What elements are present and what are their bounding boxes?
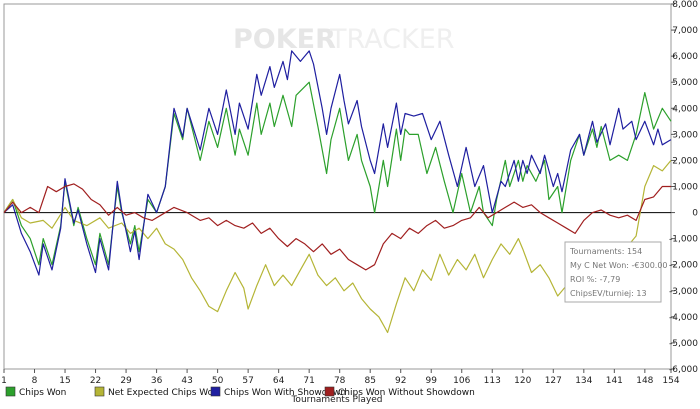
legend: Chips Won Net Expected Chips Won Chips W… — [5, 386, 475, 398]
legend-swatch-without-showdown — [324, 386, 335, 397]
x-tick-label: 8 — [32, 376, 38, 386]
y-axis: 8,000 7,000 6,000 5,000 4,000 3,000 2,000 1,000… — [669, 0, 698, 375]
y-tick-label: -6,000 — [669, 365, 698, 375]
x-tick-label: 92 — [395, 376, 406, 386]
legend-label-without-showdown: Chips Won Without Showdown — [338, 388, 475, 398]
x-axis-label: Tournaments Played — [290, 395, 382, 405]
tooltip-line-chipsev: ChipsEV/turniej: 13 — [570, 289, 647, 298]
x-tick-label: 22 — [90, 376, 101, 386]
x-tick-label: 64 — [273, 376, 285, 386]
x-tick-label: 113 — [484, 376, 501, 386]
tooltip-line-tournaments: Tournaments: 154 — [569, 247, 642, 256]
y-tick-label: 1,000 — [672, 183, 698, 193]
legend-item-net-expected[interactable]: Net Expected Chips Won — [94, 386, 219, 398]
legend-item-without-showdown[interactable]: Chips Won Without Showdown — [324, 386, 475, 398]
series-line-chips-won-with-showdown — [3, 50, 672, 276]
legend-label-net-expected: Net Expected Chips Won — [108, 388, 219, 398]
series-layer — [3, 50, 672, 334]
x-tick-label: 99 — [426, 376, 438, 386]
watermark-tracker: TRACKER — [329, 24, 455, 55]
x-tick-label: 148 — [636, 376, 653, 386]
x-tick-label: 29 — [120, 376, 132, 386]
y-tick-label: 3,000 — [672, 130, 698, 140]
tooltip-line-roi: ROI %: -7,79 — [570, 275, 620, 284]
x-tick-label: 71 — [303, 376, 314, 386]
y-tick-label: -1,000 — [669, 235, 698, 245]
y-tick-label: -5,000 — [669, 339, 698, 349]
y-tick-label: -2,000 — [669, 261, 698, 271]
x-tick-label: 127 — [545, 376, 562, 386]
series-line-chips-won — [3, 81, 672, 266]
series-line-chips-won-without-showdown — [3, 183, 671, 271]
legend-swatch-showdown — [210, 386, 221, 397]
plot-frame — [3, 3, 672, 370]
y-tick-label: -3,000 — [669, 287, 698, 297]
x-tick-label: 50 — [212, 376, 224, 386]
x-tick-label: 120 — [514, 376, 531, 386]
y-tick-label: -4,000 — [669, 313, 698, 323]
x-tick-label: 154 — [662, 376, 679, 386]
y-tick-label: 4,000 — [672, 104, 698, 114]
legend-item-chips-won[interactable]: Chips Won — [5, 386, 66, 398]
y-tick-label: 2,000 — [672, 156, 698, 166]
x-tick-label: 78 — [334, 376, 346, 386]
tooltip-line-net-won: My C Net Won: -€300.00 — [570, 261, 668, 270]
y-tick-label: 6,000 — [672, 52, 698, 62]
x-tick-label: 43 — [181, 376, 192, 386]
legend-swatch-net-expected — [94, 386, 105, 397]
x-axis: 1 8 15 22 29 36 43 50 57 64 71 78 85 92 99 106 113 120 127… — [1, 369, 680, 386]
tooltip-box — [564, 241, 662, 303]
x-tick-label: 57 — [242, 376, 253, 386]
y-tick-label: 0 — [692, 209, 698, 219]
x-tick-label: 1 — [1, 376, 7, 386]
x-tick-label: 36 — [151, 376, 163, 386]
legend-label-showdown: Chips Won With Showdown — [224, 388, 346, 398]
legend-item-showdown[interactable]: Chips Won With Showdown — [210, 386, 346, 398]
tooltip: Tournaments: 154 My C Net Won: -€300.00 … — [564, 241, 668, 303]
x-tick-label: 134 — [575, 376, 592, 386]
x-tick-label: 106 — [453, 376, 470, 386]
legend-label-chips-won: Chips Won — [19, 388, 66, 398]
y-tick-label: 5,000 — [672, 78, 698, 88]
legend-swatch-chips-won — [5, 386, 16, 397]
y-tick-label: 7,000 — [672, 26, 698, 36]
x-tick-label: 15 — [59, 376, 70, 386]
y-tick-label: 8,000 — [672, 0, 698, 10]
watermark-poker: POKER — [233, 24, 336, 55]
x-tick-label: 85 — [364, 376, 375, 386]
x-tick-label: 141 — [606, 376, 623, 386]
